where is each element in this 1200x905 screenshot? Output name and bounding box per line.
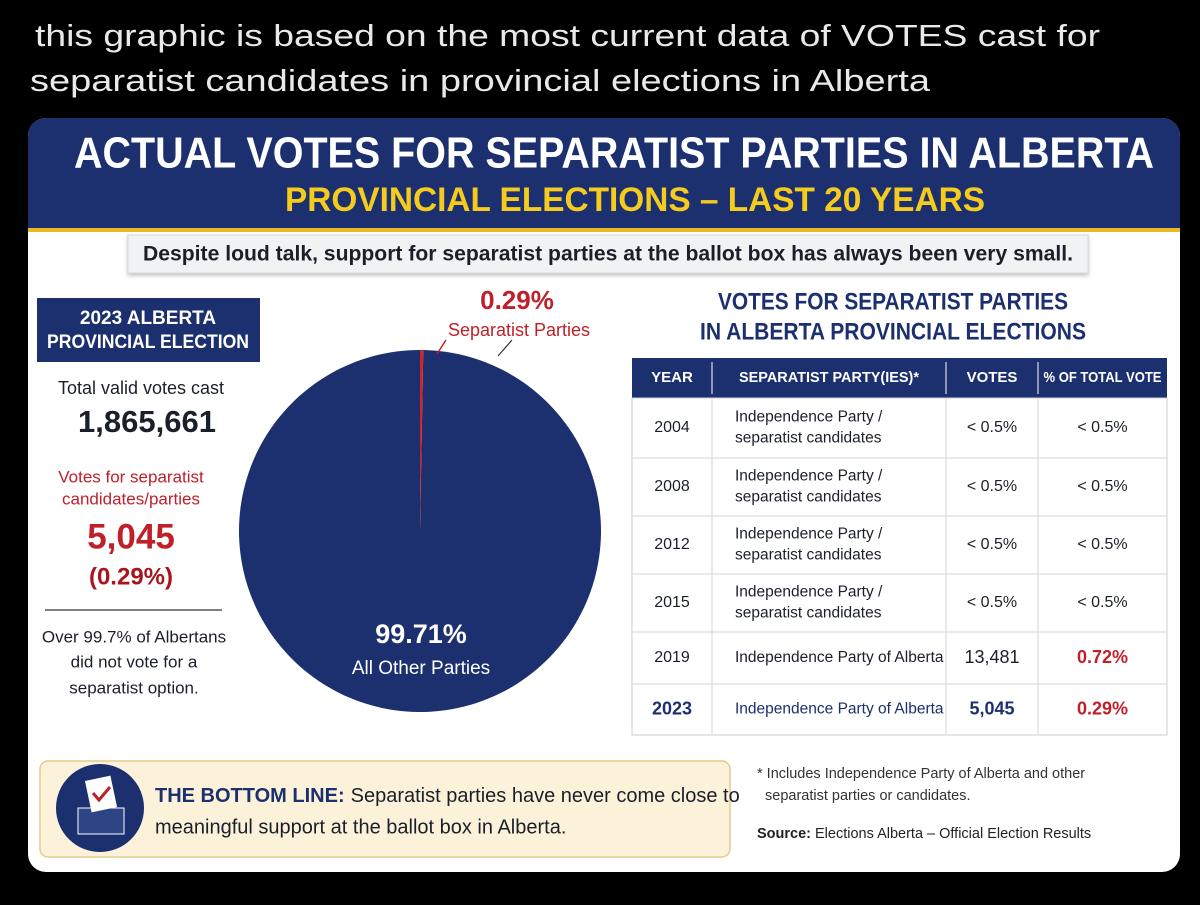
- year-cell: 2019: [654, 649, 690, 666]
- pie-slice: [238, 350, 601, 713]
- separatist-share: (0.29%): [89, 563, 173, 590]
- year-cell: 2004: [654, 419, 690, 436]
- table: YEAR SEPARATIST PARTY(IES)* VOTES % OF TOTA…: [631, 358, 1168, 736]
- header-rule: [28, 228, 1180, 232]
- ballot-paper: [84, 775, 118, 813]
- slice-value-label: 99.71%: [375, 619, 467, 649]
- table-title: IN ALBERTA PROVINCIAL ELECTIONS: [700, 318, 1086, 345]
- party-cell: Independence Party of Alberta: [735, 701, 944, 718]
- table-header: [632, 358, 1167, 398]
- bottom-line-text: THE BOTTOM LINE: Separatist parties have …: [155, 785, 740, 807]
- column-header: YEAR: [651, 369, 693, 386]
- bottom-line-box: [39, 760, 731, 858]
- party-cell: separatist candidates: [735, 547, 882, 564]
- footnote: * Includes Independence Party of Alberta…: [757, 766, 1085, 782]
- source-text: Elections Alberta – Official Election Re…: [815, 826, 1091, 842]
- pie-slice: [420, 350, 424, 531]
- year-cell: 2012: [654, 536, 690, 553]
- footnote: separatist parties or candidates.: [765, 788, 971, 804]
- share-cell: < 0.5%: [1077, 536, 1127, 553]
- share-cell: < 0.5%: [1077, 419, 1127, 436]
- header-band: [28, 118, 1180, 230]
- total-value: 1,865,661: [78, 404, 216, 439]
- column-header: SEPARATIST PARTY(IES)*: [739, 369, 919, 386]
- total-label: Total valid votes cast: [58, 378, 224, 398]
- source-label: Source:: [757, 826, 811, 842]
- ballot-box: [77, 807, 125, 835]
- source: Source: Elections Alberta – Official Elec…: [757, 826, 1091, 842]
- votes-cell: < 0.5%: [967, 419, 1017, 436]
- column-header: VOTES: [967, 369, 1018, 386]
- year-cell: 2015: [654, 594, 690, 611]
- ballot-check: [91, 786, 112, 803]
- summary-note: did not vote for a: [71, 652, 198, 671]
- party-cell: Independence Party /: [735, 526, 883, 543]
- leader-line: [497, 339, 513, 357]
- bottom-line-line: meaningful support at the ballot box in …: [155, 816, 566, 838]
- separatist-label: candidates/parties: [62, 489, 200, 508]
- summary-note: separatist option.: [69, 678, 198, 697]
- infographic-title: ACTUAL VOTES FOR SEPARATIST PARTIES IN A…: [74, 129, 1154, 178]
- party-cell: Independence Party /: [735, 468, 883, 485]
- party-cell: separatist candidates: [735, 605, 882, 622]
- post-text: separatist candidates in provincial elec…: [30, 63, 931, 98]
- leader-line: [436, 339, 447, 355]
- pie-chart: 0.29% Separatist Parties 99.71% All Other P…: [238, 285, 601, 713]
- votes-cell: 13,481: [964, 647, 1019, 667]
- column-header: % OF TOTAL VOTE: [1044, 369, 1162, 386]
- separatist-value: 5,045: [87, 517, 175, 556]
- summary-note: Over 99.7% of Albertans: [42, 627, 226, 646]
- separatist-label: Votes for separatist: [58, 467, 204, 486]
- bottom-line-label: THE BOTTOM LINE:: [155, 785, 345, 807]
- party-cell: separatist candidates: [735, 430, 882, 447]
- summary-heading: 2023 ALBERTA: [80, 308, 216, 329]
- votes-cell: < 0.5%: [967, 536, 1017, 553]
- infographic-subtitle: PROVINCIAL ELECTIONS – LAST 20 YEARS: [285, 181, 985, 219]
- votes-cell: < 0.5%: [967, 478, 1017, 495]
- share-cell: < 0.5%: [1077, 594, 1127, 611]
- tagline: Despite loud talk, support for separatis…: [143, 243, 1073, 266]
- slice-name: Separatist Parties: [448, 320, 590, 340]
- year-cell: 2008: [654, 478, 690, 495]
- summary-heading: PROVINCIAL ELECTION: [47, 332, 249, 353]
- share-cell: < 0.5%: [1077, 478, 1127, 495]
- summary-heading-box: [37, 298, 260, 362]
- votes-cell: < 0.5%: [967, 594, 1017, 611]
- slice-name: All Other Parties: [352, 658, 490, 679]
- party-cell: Independence Party of Alberta: [735, 649, 944, 666]
- party-cell: Independence Party /: [735, 584, 883, 601]
- share-cell: 0.29%: [1077, 698, 1128, 718]
- slice-value-label: 0.29%: [480, 285, 554, 315]
- tagline-box: [127, 234, 1089, 274]
- party-cell: Independence Party /: [735, 409, 883, 426]
- year-cell: 2023: [652, 698, 692, 718]
- table-body: [631, 397, 1168, 736]
- post-text: this graphic is based on the most curren…: [35, 18, 1100, 53]
- bottom-line-line: Separatist parties have never come close…: [351, 785, 740, 807]
- party-cell: separatist candidates: [735, 489, 882, 506]
- table-title: VOTES FOR SEPARATIST PARTIES: [718, 288, 1068, 315]
- votes-cell: 5,045: [969, 698, 1014, 718]
- share-cell: 0.72%: [1077, 647, 1128, 667]
